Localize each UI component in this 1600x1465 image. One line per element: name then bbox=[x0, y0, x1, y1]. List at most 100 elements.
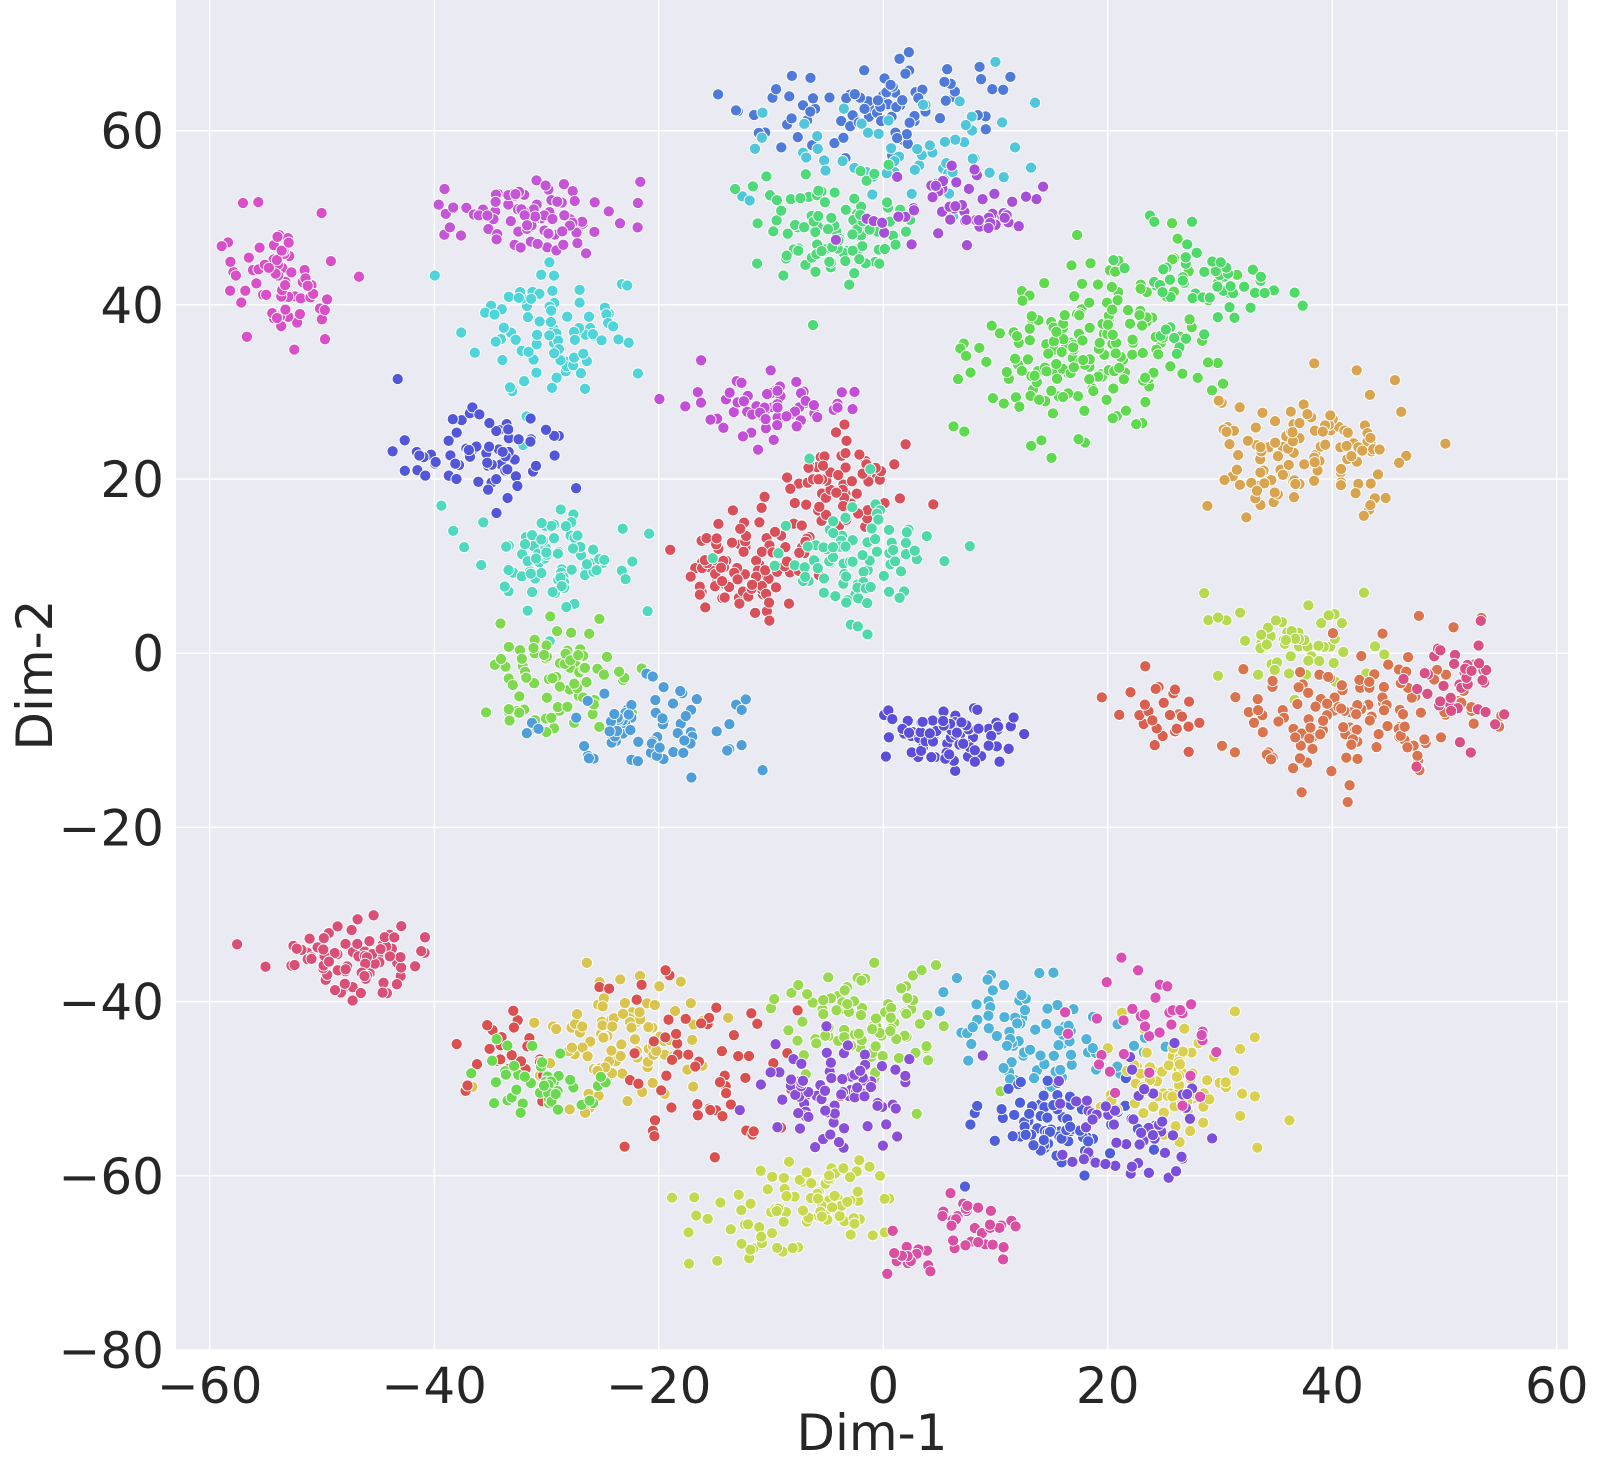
scatter-point bbox=[395, 920, 408, 933]
scatter-point bbox=[905, 187, 918, 200]
scatter-point bbox=[896, 94, 909, 107]
scatter-point bbox=[1219, 1076, 1232, 1089]
scatter-point bbox=[881, 1267, 894, 1280]
scatter-point bbox=[1105, 280, 1118, 294]
scatter-point bbox=[1179, 251, 1192, 264]
scatter-point bbox=[878, 242, 891, 256]
scatter-point bbox=[837, 1162, 850, 1175]
scatter-point bbox=[242, 251, 255, 264]
scatter-point bbox=[1377, 680, 1390, 694]
scatter-point bbox=[869, 1012, 883, 1025]
scatter-point bbox=[1033, 393, 1046, 406]
scatter-point bbox=[351, 937, 364, 950]
y-tick-label: −20 bbox=[58, 799, 164, 857]
scatter-point bbox=[1227, 1064, 1241, 1077]
scatter-point bbox=[866, 1023, 879, 1036]
scatter-point bbox=[903, 116, 916, 129]
scatter-point bbox=[1002, 742, 1015, 755]
scatter-point bbox=[858, 1048, 871, 1061]
scatter-point bbox=[811, 411, 824, 424]
scatter-point bbox=[866, 1229, 879, 1242]
scatter-point bbox=[1289, 731, 1302, 744]
scatter-point bbox=[848, 385, 861, 398]
scatter-point bbox=[880, 1118, 893, 1131]
scatter-point bbox=[522, 345, 535, 358]
scatter-point bbox=[861, 1120, 874, 1133]
scatter-point bbox=[549, 1087, 562, 1101]
scatter-point bbox=[949, 133, 962, 146]
scatter-point bbox=[235, 296, 248, 309]
scatter-point bbox=[432, 198, 445, 211]
scatter-point bbox=[1149, 682, 1162, 695]
scatter-point bbox=[685, 771, 698, 784]
scatter-point bbox=[754, 1164, 767, 1177]
scatter-point bbox=[751, 1017, 764, 1030]
scatter-point bbox=[1340, 439, 1353, 452]
scatter-point bbox=[944, 1187, 957, 1200]
scatter-point bbox=[616, 1007, 630, 1020]
scatter-point bbox=[1076, 334, 1089, 347]
scatter-point bbox=[815, 244, 828, 258]
scatter-point bbox=[1233, 478, 1246, 491]
scatter-point bbox=[723, 718, 736, 731]
scatter-point bbox=[1078, 1169, 1091, 1182]
scatter-point bbox=[1400, 449, 1413, 462]
scatter-point bbox=[689, 1060, 702, 1073]
scatter-point bbox=[900, 1007, 913, 1020]
scatter-point bbox=[775, 141, 788, 154]
scatter-point bbox=[755, 545, 768, 558]
scatter-point bbox=[846, 228, 859, 241]
scatter-point bbox=[538, 648, 551, 662]
scatter-point bbox=[1363, 714, 1376, 727]
scatter-point bbox=[788, 559, 801, 572]
scatter-point bbox=[824, 1128, 837, 1141]
scatter-point bbox=[1397, 672, 1410, 686]
scatter-point bbox=[501, 1039, 514, 1052]
scatter-point bbox=[1251, 1141, 1264, 1154]
scatter-point bbox=[1152, 348, 1165, 361]
scatter-point bbox=[741, 1218, 754, 1231]
scatter-point bbox=[1109, 1159, 1122, 1172]
scatter-point bbox=[765, 1227, 779, 1240]
scatter-point bbox=[938, 135, 951, 148]
scatter-point bbox=[470, 1058, 484, 1071]
scatter-point bbox=[878, 226, 891, 239]
scatter-point bbox=[489, 1076, 502, 1089]
scatter-point bbox=[920, 1040, 933, 1053]
scatter-point bbox=[1148, 739, 1161, 752]
scatter-point bbox=[1183, 313, 1196, 326]
scatter-point bbox=[1377, 704, 1391, 717]
scatter-point bbox=[1083, 296, 1096, 309]
scatter-point bbox=[997, 1253, 1010, 1266]
scatter-point bbox=[768, 525, 782, 538]
scatter-point bbox=[735, 739, 748, 752]
y-tick-label: 20 bbox=[100, 451, 164, 509]
scatter-point bbox=[1326, 627, 1339, 640]
scatter-point bbox=[1132, 964, 1145, 977]
scatter-point bbox=[868, 167, 881, 180]
scatter-point bbox=[1111, 294, 1124, 307]
scatter-point bbox=[1170, 722, 1183, 735]
scatter-point bbox=[791, 1004, 804, 1017]
scatter-point bbox=[331, 920, 344, 933]
scatter-point bbox=[1149, 991, 1162, 1004]
scatter-point bbox=[785, 69, 798, 82]
scatter-point bbox=[1139, 395, 1152, 409]
scatter-point bbox=[835, 386, 848, 399]
scatter-point bbox=[468, 346, 481, 359]
scatter-point bbox=[677, 746, 690, 759]
scatter-point bbox=[282, 236, 295, 249]
scatter-point bbox=[793, 546, 806, 559]
scatter-point bbox=[756, 106, 769, 119]
scatter-point bbox=[776, 1093, 789, 1106]
scatter-point bbox=[800, 151, 813, 164]
scatter-point bbox=[819, 1104, 832, 1117]
scatter-point bbox=[968, 163, 981, 176]
scatter-point bbox=[959, 1239, 972, 1252]
scatter-point bbox=[577, 347, 590, 360]
scatter-point bbox=[435, 499, 448, 512]
scatter-point bbox=[1123, 317, 1137, 330]
scatter-point bbox=[1279, 634, 1292, 647]
scatter-point bbox=[1324, 409, 1337, 422]
scatter-point bbox=[521, 219, 534, 232]
